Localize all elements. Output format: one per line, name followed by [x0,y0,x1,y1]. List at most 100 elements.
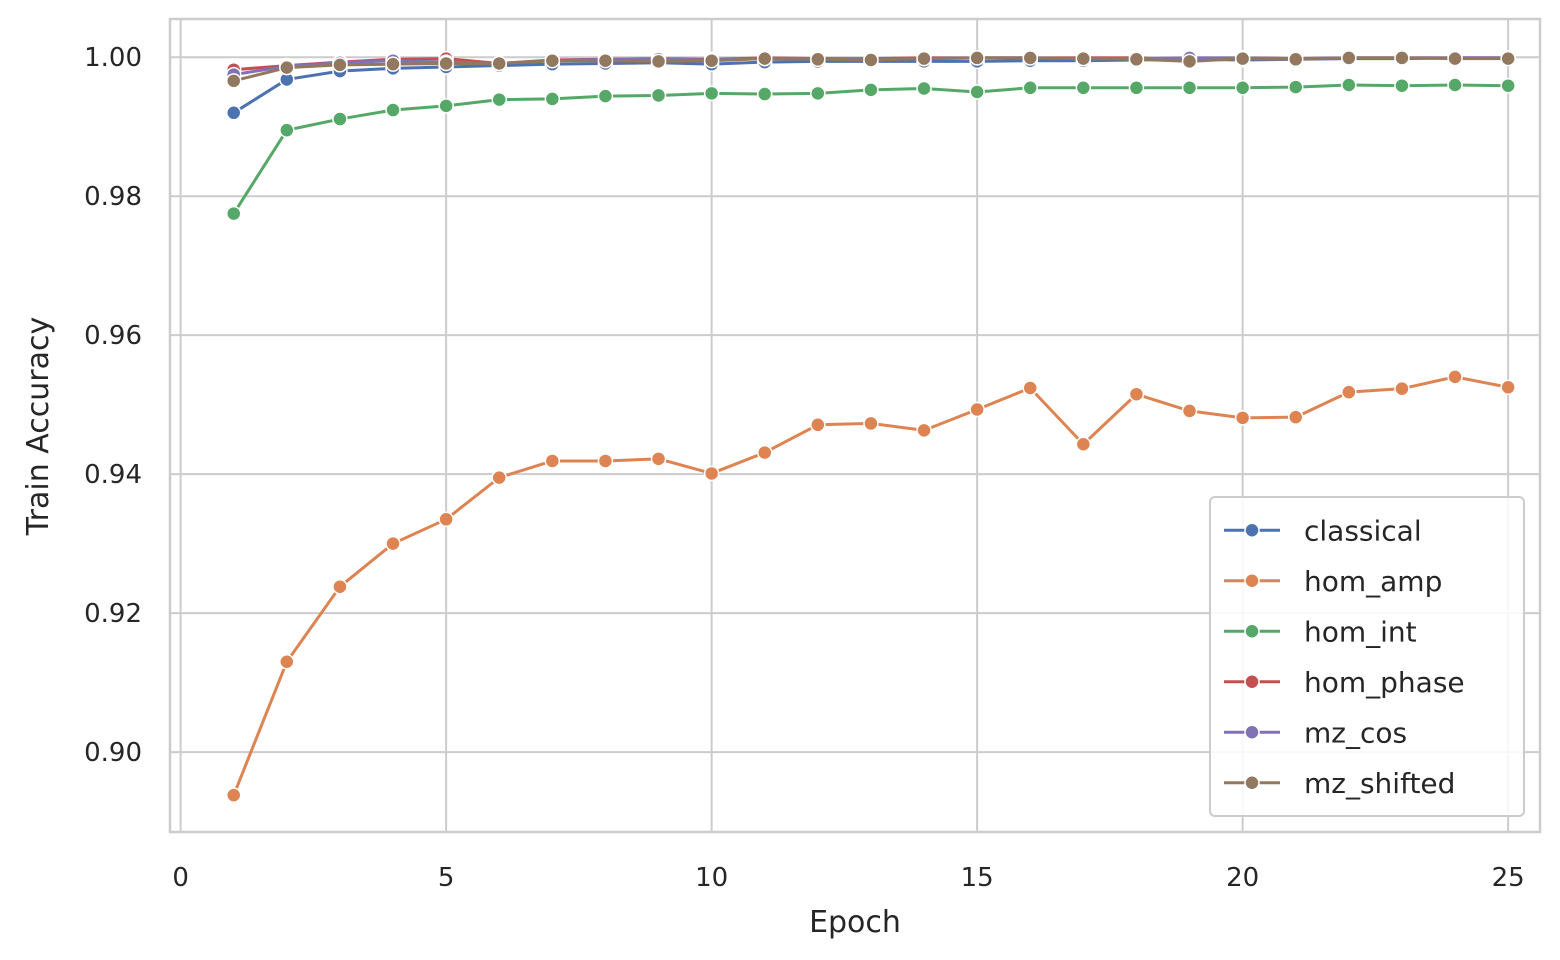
data-point [225,105,242,121]
data-point [756,86,773,102]
legend-item-mz-shifted: mz_shifted [1224,767,1455,800]
data-point [1447,369,1463,385]
legend-item-classical: classical [1224,514,1422,547]
data-point [650,53,667,70]
data-point [1500,50,1516,67]
data-point [969,50,985,66]
data-point [703,465,720,482]
x-tick-label: 20 [1226,863,1259,893]
legend-swatch-marker [1244,775,1260,791]
data-point [1394,77,1410,94]
data-point [969,401,985,418]
y-axis-ticks: 0.90 0.92 0.94 0.96 0.98 1.00 [84,43,142,768]
legend-swatch-marker [1244,623,1260,639]
data-point [969,84,985,100]
legend: classical hom_amp hom_int hom_phase mz_cosmz… [1209,496,1525,817]
data-point [1341,50,1357,66]
data-point [332,57,348,73]
data-point [916,422,932,439]
data-point [1022,380,1038,396]
data-point [756,50,773,67]
data-point [650,451,667,467]
data-point [597,52,614,69]
data-point [916,80,932,97]
legend-label: hom_amp [1304,565,1442,598]
data-point [491,91,507,108]
data-point [1287,51,1304,68]
data-point [279,654,295,670]
series-mz-shifted [225,50,1516,89]
legend-label: classical [1304,514,1422,547]
legend-label: hom_int [1304,615,1417,648]
series [225,50,1516,803]
legend-swatch-marker [1244,674,1260,690]
data-point [544,453,561,469]
data-point [810,85,826,102]
data-point [863,82,879,98]
data-point [1075,80,1092,96]
series-hom-int [225,77,1516,222]
legend-item-hom-phase: hom_phase [1224,666,1465,699]
data-point [438,98,454,114]
data-point [225,73,242,89]
x-tick-label: 5 [438,863,455,893]
legend-label: hom_phase [1304,666,1465,699]
data-point [863,52,879,68]
x-tick-label: 15 [961,863,994,893]
data-point [756,444,773,461]
data-point [1128,386,1145,402]
x-tick-label: 25 [1492,863,1525,893]
data-point [1234,410,1251,426]
x-axis-label: Epoch [809,905,901,940]
data-point [810,417,826,433]
y-tick-label: 0.98 [84,182,142,212]
data-point [863,415,879,432]
legend-item-hom-int: hom_int [1224,615,1417,648]
y-tick-label: 1.00 [84,43,142,73]
legend-label: mz_cos [1304,716,1407,749]
data-point [1075,436,1092,453]
data-point [1447,77,1463,93]
data-point [1181,80,1198,96]
data-point [544,52,561,69]
data-point [332,578,348,595]
legend-item-hom-amp: hom_amp [1224,565,1442,598]
data-point [1022,80,1038,96]
x-axis-ticks: 0 5 10 15 20 25 [172,863,1524,893]
data-point [225,205,242,222]
data-point [1287,79,1304,95]
legend-label: mz_shifted [1304,767,1455,800]
legend-box [1209,496,1525,817]
data-point [385,535,401,552]
legend-item-mz-cos: mz_cos [1224,716,1407,749]
data-point [1341,384,1357,400]
data-point [1447,50,1463,67]
data-point [1394,50,1410,66]
data-point [491,469,507,486]
data-point [1075,50,1092,67]
data-point [1128,51,1145,68]
data-point [916,50,932,67]
y-tick-label: 0.96 [84,321,142,351]
legend-swatch-marker [1244,522,1260,538]
legend-swatch-marker [1244,573,1260,589]
data-point [1287,409,1304,425]
data-point [1500,77,1516,94]
data-point [1181,53,1198,70]
data-point [1128,80,1145,96]
data-point [597,88,614,104]
x-tick-label: 0 [172,863,189,893]
data-point [650,87,667,104]
y-axis-label: Train Accuracy [21,317,56,536]
data-point [385,56,401,72]
data-point [1022,50,1038,66]
y-tick-label: 0.94 [84,460,142,490]
data-point [1181,403,1198,419]
data-point [1500,379,1516,396]
data-point [1341,77,1357,93]
data-point [810,51,826,68]
data-point [703,85,720,102]
data-point [1394,380,1410,397]
data-point [1234,80,1251,96]
